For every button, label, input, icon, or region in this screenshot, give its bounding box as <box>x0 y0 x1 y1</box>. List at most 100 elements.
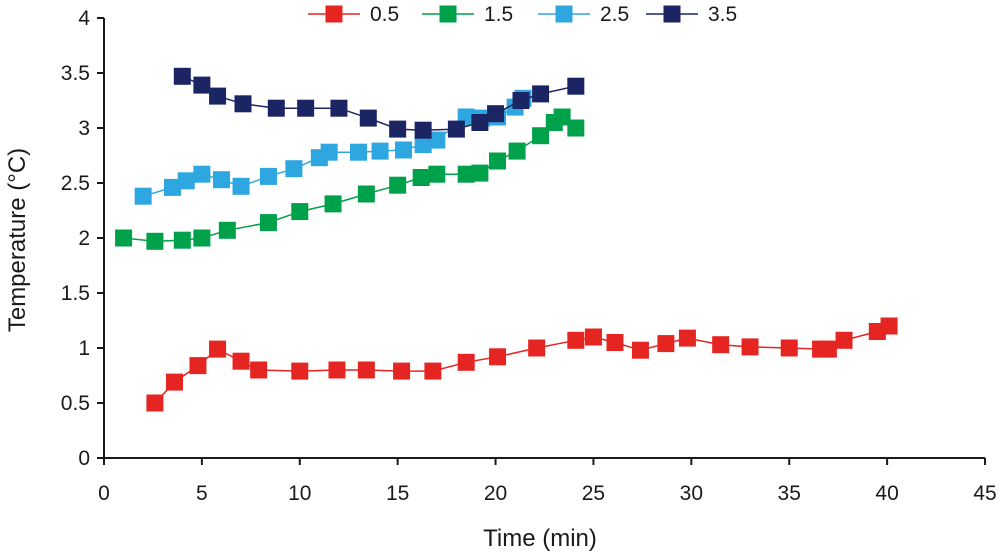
data-point-2.5 <box>212 171 230 189</box>
legend-item-0.5: 0.5 <box>308 3 399 26</box>
data-point-1.5 <box>471 164 489 182</box>
data-point-0.5 <box>232 352 250 370</box>
data-point-0.5 <box>393 362 411 380</box>
series-line-3.5 <box>181 75 576 131</box>
data-point-2.5 <box>428 131 446 149</box>
axes: 0 5 10 15 20 25 30 35 40 45 0 0.5 1 1.5 2 2.5 3 3.5 4 <box>61 7 997 505</box>
data-point-0.5 <box>146 394 164 412</box>
legend-item-2.5: 2.5 <box>538 3 629 26</box>
data-point-1.5 <box>508 142 526 160</box>
data-point-3.5 <box>359 109 377 127</box>
data-point-3.5 <box>471 114 489 131</box>
data-point-3.5 <box>330 99 348 117</box>
x-tick-label: 20 <box>484 482 507 505</box>
y-tick-label: 0 <box>78 447 90 470</box>
x-tick-label: 25 <box>582 482 605 505</box>
x-tick-label: 10 <box>288 482 311 505</box>
data-point-0.5 <box>584 328 602 346</box>
data-point-3.5 <box>512 92 530 109</box>
data-point-0.5 <box>209 340 227 358</box>
data-point-0.5 <box>528 339 546 357</box>
series-layer <box>115 67 898 412</box>
y-tick-label: 3.5 <box>61 62 90 85</box>
data-point-0.5 <box>741 338 759 356</box>
data-point-3.5 <box>193 76 211 94</box>
data-point-0.5 <box>712 336 730 354</box>
series-0.5 <box>146 317 898 412</box>
legend-marker <box>663 5 681 23</box>
data-point-0.5 <box>606 334 624 351</box>
data-point-0.5 <box>835 331 853 349</box>
data-point-0.5 <box>567 331 585 349</box>
data-point-1.5 <box>193 229 211 247</box>
data-point-1.5 <box>357 185 375 203</box>
data-point-0.5 <box>250 361 268 379</box>
data-point-2.5 <box>134 187 152 205</box>
data-point-1.5 <box>259 214 277 232</box>
x-tick-label: 0 <box>98 482 110 505</box>
x-tick-label: 35 <box>778 482 801 505</box>
data-point-1.5 <box>115 229 133 247</box>
data-point-3.5 <box>234 95 252 113</box>
data-point-0.5 <box>819 340 837 358</box>
data-point-2.5 <box>164 178 182 196</box>
legend-label: 1.5 <box>484 3 513 26</box>
y-tick-label: 3 <box>78 117 90 140</box>
data-point-2.5 <box>177 172 195 190</box>
legend-label: 2.5 <box>600 3 629 26</box>
data-point-0.5 <box>357 361 375 379</box>
data-point-0.5 <box>424 362 442 380</box>
legend: 0.5 1.5 2.5 3.5 <box>308 3 737 26</box>
x-tick-label: 30 <box>680 482 703 505</box>
y-tick-label: 1.5 <box>61 282 90 305</box>
y-tick-label: 2.5 <box>61 172 90 195</box>
data-point-3.5 <box>173 67 191 85</box>
data-point-1.5 <box>567 119 585 137</box>
y-tick-label: 1 <box>78 337 90 360</box>
data-point-2.5 <box>395 141 413 159</box>
data-point-1.5 <box>457 165 475 183</box>
y-tick-label: 2 <box>78 227 90 250</box>
data-point-3.5 <box>447 120 465 138</box>
data-point-1.5 <box>389 176 407 194</box>
data-point-2.5 <box>285 160 303 178</box>
data-point-3.5 <box>267 99 285 117</box>
x-tick-label: 40 <box>875 482 898 505</box>
data-point-3.5 <box>389 120 407 138</box>
data-point-0.5 <box>631 341 649 359</box>
data-point-2.5 <box>259 167 277 185</box>
data-point-2.5 <box>350 143 368 161</box>
series-line-0.5 <box>154 325 890 404</box>
data-point-1.5 <box>412 169 430 186</box>
data-point-1.5 <box>173 231 191 249</box>
data-point-2.5 <box>232 177 250 195</box>
data-point-1.5 <box>532 127 550 145</box>
data-point-0.5 <box>489 348 507 366</box>
data-point-0.5 <box>165 373 183 391</box>
data-point-3.5 <box>567 77 585 95</box>
y-axis-title: Temperature (°C) <box>4 148 31 332</box>
data-point-1.5 <box>489 152 507 170</box>
data-point-2.5 <box>371 142 389 160</box>
data-point-0.5 <box>780 339 798 357</box>
data-point-2.5 <box>320 143 338 161</box>
data-point-0.5 <box>457 353 475 371</box>
legend-item-3.5: 3.5 <box>646 3 737 26</box>
data-point-0.5 <box>657 335 675 353</box>
data-point-2.5 <box>414 136 432 153</box>
data-point-1.5 <box>428 165 446 183</box>
data-point-3.5 <box>532 85 550 103</box>
data-point-3.5 <box>297 99 315 117</box>
data-point-0.5 <box>328 361 346 379</box>
legend-label: 3.5 <box>708 3 737 26</box>
legend-marker <box>439 5 457 23</box>
data-point-1.5 <box>218 221 236 239</box>
x-tick-label: 15 <box>386 482 409 505</box>
data-point-1.5 <box>146 232 164 250</box>
data-point-3.5 <box>209 87 227 105</box>
data-point-0.5 <box>189 357 207 375</box>
data-point-0.5 <box>880 317 898 335</box>
data-point-3.5 <box>414 121 432 139</box>
legend-marker <box>325 5 343 23</box>
